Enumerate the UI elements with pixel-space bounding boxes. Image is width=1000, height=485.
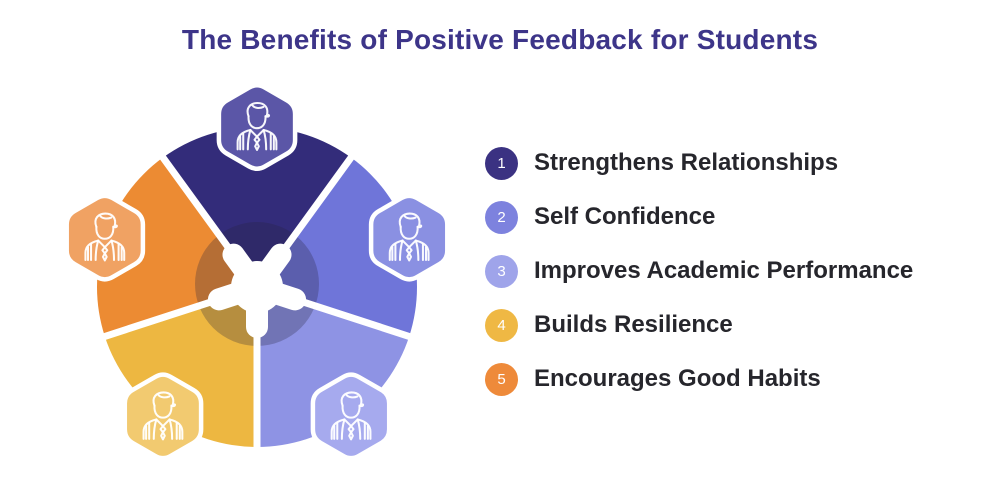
legend-item-2: 2 Self Confidence xyxy=(485,200,913,234)
segment-badge-5 xyxy=(64,193,146,282)
legend-number: 3 xyxy=(497,262,506,280)
student-icon xyxy=(388,212,430,262)
legend-label-1: Strengthens Relationships xyxy=(534,149,839,176)
legend-item-1: 1 Strengthens Relationships xyxy=(485,146,913,180)
legend-number-badge-2: 2 xyxy=(485,200,518,234)
legend-number: 2 xyxy=(497,208,506,226)
legend-number: 4 xyxy=(497,316,506,334)
legend-number: 5 xyxy=(497,370,506,388)
legend-number: 1 xyxy=(497,154,506,172)
student-icon xyxy=(330,391,372,441)
legend-number-badge-5: 5 xyxy=(485,362,518,396)
legend-item-5: 5 Encourages Good Habits xyxy=(485,362,913,396)
legend-number-badge-3: 3 xyxy=(485,254,518,288)
benefits-wheel-diagram xyxy=(64,83,450,461)
student-icon xyxy=(236,101,278,151)
legend: 1 Strengthens Relationships 2 Self Confi… xyxy=(485,146,913,416)
student-icon xyxy=(84,212,126,262)
legend-label-3: Improves Academic Performance xyxy=(534,257,914,284)
legend-item-4: 4 Builds Resilience xyxy=(485,308,913,342)
segment-badge-2 xyxy=(368,193,450,282)
legend-item-3: 3 Improves Academic Performance xyxy=(485,254,913,288)
segment-badge-1 xyxy=(216,83,298,171)
legend-label-5: Encourages Good Habits xyxy=(534,365,821,392)
student-icon xyxy=(142,391,184,441)
segment-wedge-1 xyxy=(162,126,352,287)
page-title: The Benefits of Positive Feedback for St… xyxy=(181,24,819,55)
legend-number-badge-4: 4 xyxy=(485,308,518,342)
legend-label-4: Builds Resilience xyxy=(534,311,733,338)
segment-badge-3 xyxy=(310,372,392,461)
center-hub xyxy=(231,261,283,313)
legend-number-badge-1: 1 xyxy=(485,146,518,180)
legend-label-2: Self Confidence xyxy=(534,203,716,230)
segment-badge-4 xyxy=(122,372,204,461)
